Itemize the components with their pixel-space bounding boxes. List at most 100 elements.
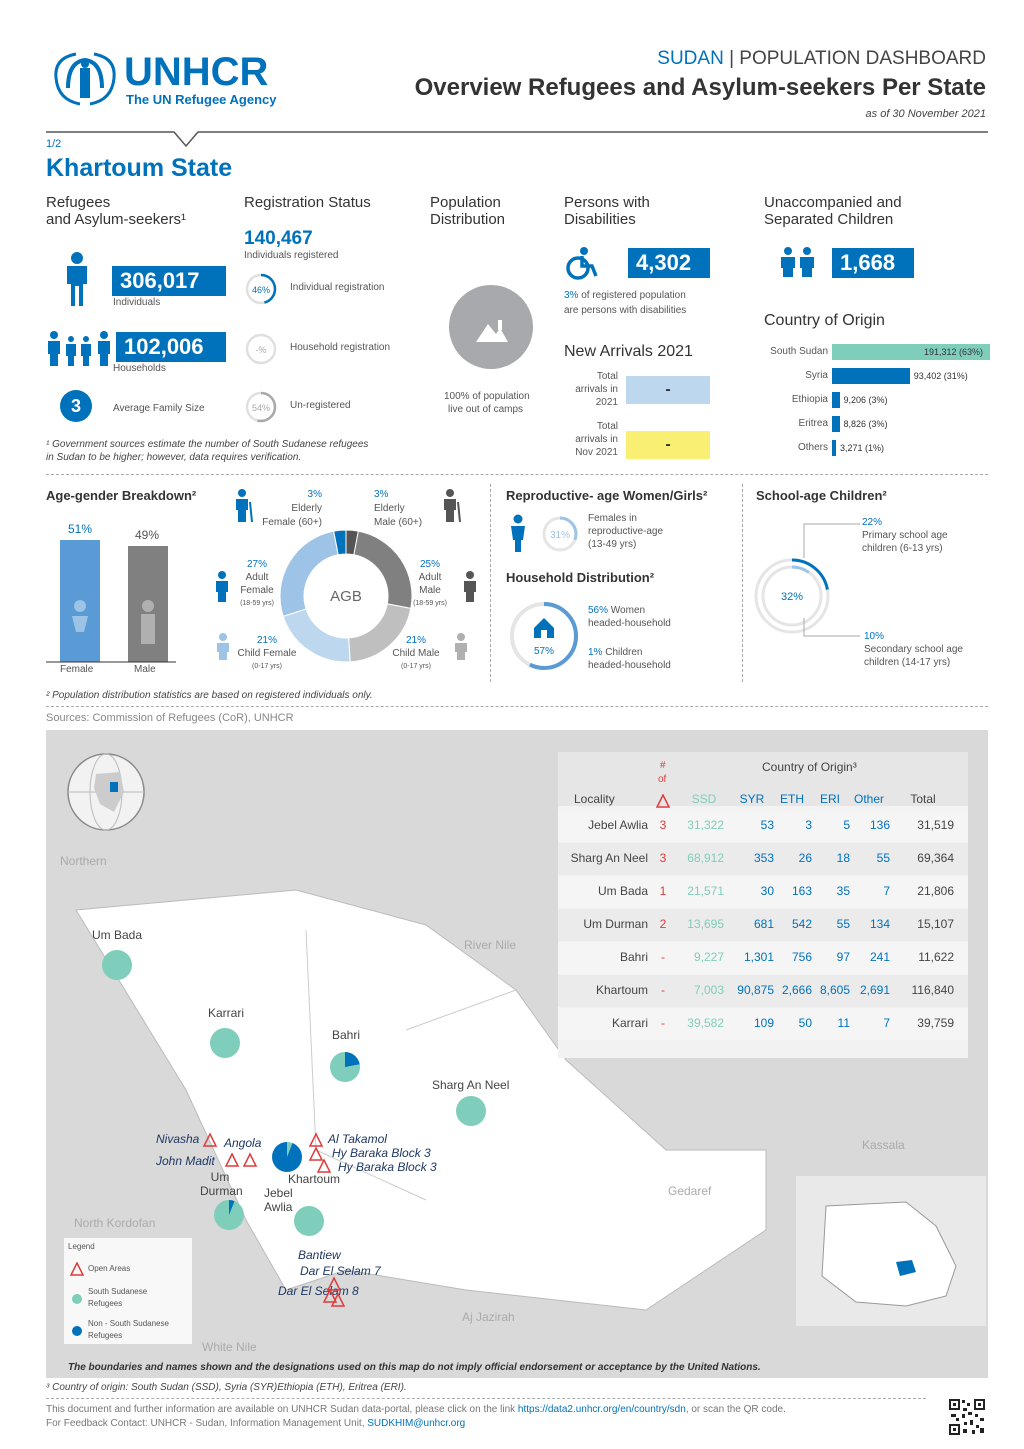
refugees-heading-line1: Refugees <box>46 194 111 211</box>
table-open-area-count: - <box>661 950 665 964</box>
feedback-email-link[interactable]: SUDKHIM@unhcr.org <box>367 1418 466 1429</box>
secondary-line2: children (14-17 yrs) <box>864 657 951 668</box>
reproductive-text-line2: reproductive-age <box>588 526 664 537</box>
table-cell: 7,003 <box>693 983 724 997</box>
reproductive-arc <box>542 516 578 552</box>
data-portal-link[interactable]: https://data2.unhcr.org/en/country/sdn <box>517 1404 686 1415</box>
open-area-al-takamol: Al Takamol <box>328 1132 387 1146</box>
school-center-pct: 32% <box>781 591 803 603</box>
adult-female-pct: 27% <box>246 559 267 570</box>
uasc-heading-line2: Separated Children <box>764 211 894 228</box>
total-arrivals-label-1: Total <box>596 371 618 382</box>
table-col-header: ERI <box>819 792 840 806</box>
origin-footnote: ³ Country of origin: South Sudan (SSD), … <box>46 1382 407 1393</box>
women-headed-line2: headed-household <box>588 618 671 629</box>
children-headed-line2: headed-household <box>588 660 671 671</box>
house-icon <box>534 618 554 638</box>
children-headed-pct: 1% <box>588 647 603 658</box>
origin-heading: Country of Origin <box>764 312 885 329</box>
children-icon <box>781 247 814 277</box>
table-col-header: SYR <box>739 792 765 806</box>
locality-um-durman: Um Durman <box>200 1170 243 1198</box>
table-cell: 116,840 <box>911 983 955 997</box>
registered-value: 140,467 <box>244 228 313 249</box>
household-pct: 57% <box>534 646 554 657</box>
registration-label: Household registration <box>290 342 391 353</box>
dashboard-label: SUDAN | POPULATION DASHBOARD <box>657 48 986 70</box>
secondary-pct: 10% <box>864 631 885 642</box>
region-river-nile: River Nile <box>464 938 517 952</box>
origin-country: Others <box>797 442 828 453</box>
separator: | <box>729 48 735 69</box>
family-size-label: Average Family Size <box>113 403 205 414</box>
registration-pct: -% <box>256 345 267 355</box>
origin-country: Ethiopia <box>791 394 828 405</box>
adult-male-icon <box>464 571 476 602</box>
refugees-footnote: ¹ Government sources estimate the number… <box>46 438 368 464</box>
population-heading: Population Distribution <box>430 194 505 228</box>
table-locality: Um Durman <box>583 917 648 931</box>
nov-arrivals-value: - <box>626 431 710 459</box>
disabilities-heading: Persons with Disabilities <box>564 194 650 228</box>
origin-value: 9,206 (3%) <box>843 395 888 405</box>
table-cell: 26 <box>798 851 812 865</box>
table-cell: 90,875 <box>737 983 774 997</box>
registration-label: Un-registered <box>290 400 351 411</box>
table-col-header: Total <box>910 792 936 806</box>
total-arrivals-label: Total arrivals in 2021 <box>560 370 618 409</box>
table-col-header: SSD <box>691 792 717 806</box>
page-title: Overview Refugees and Asylum-seekers Per… <box>414 74 986 101</box>
sharg-an-neel-marker <box>456 1096 486 1126</box>
adult-female-icon <box>216 571 228 602</box>
map-panel: Northern River Nile Kassala Gedaref Aj J… <box>46 730 988 1378</box>
adult-male-label: 25% Adult Male (18-59 yrs) <box>408 558 452 610</box>
table-row <box>558 810 968 842</box>
primary-arc <box>754 558 830 634</box>
age-gender-footnote: ² Population distribution statistics are… <box>46 690 373 701</box>
table-col-header: Other <box>853 792 884 806</box>
table-cell: 11 <box>837 1016 850 1030</box>
qr-code-icon[interactable] <box>948 1398 986 1436</box>
unhcr-emblem-icon <box>54 52 116 106</box>
uasc-heading-line1: Unaccompanied and <box>764 194 902 211</box>
table-cell: 109 <box>753 1016 774 1030</box>
table-cell: 2,666 <box>781 983 812 997</box>
table-cell: 136 <box>869 818 890 832</box>
table-cell: 7 <box>883 1016 890 1030</box>
female-label: Female <box>60 664 94 675</box>
footer-line1-text: This document and further information ar… <box>46 1404 516 1415</box>
table-cell: 5 <box>843 818 850 832</box>
disabilities-text: 3% of registered population are persons … <box>564 288 686 318</box>
male-label: Male <box>134 664 156 675</box>
table-cell: 542 <box>791 917 812 931</box>
table-row <box>558 975 968 1007</box>
locality-khartoum: Khartoum <box>288 1172 341 1186</box>
table-cell: 7 <box>883 884 890 898</box>
table-locality: Khartoum <box>595 983 648 997</box>
disabilities-heading-line2: Disabilities <box>564 211 636 228</box>
registration-ring: -% <box>245 333 277 365</box>
adult-male-line3: (18-59 yrs) <box>413 600 447 607</box>
secondary-line1: Secondary school age <box>864 644 963 655</box>
total-arrivals-value: - <box>626 376 710 404</box>
non-ssd-legend-icon <box>72 1326 82 1336</box>
table-cell: 69,364 <box>917 851 954 865</box>
table-cell: 35 <box>836 884 850 898</box>
origin-value: 8,826 (3%) <box>843 419 888 429</box>
children-headed-line1: Children <box>605 647 643 658</box>
table-cell: 55 <box>876 851 890 865</box>
table-col-header: ETH <box>780 792 804 806</box>
registration-row: 46% Individual registration <box>244 272 424 306</box>
locality-karrari: Karrari <box>208 1006 245 1020</box>
population-heading-line1: Population <box>430 194 501 211</box>
elderly-female-line1: Elderly <box>291 503 322 514</box>
new-arrivals-heading: New Arrivals 2021 <box>564 343 693 360</box>
registration-ring: 54% <box>245 391 277 423</box>
elderly-male-label: 3% Elderly Male (60+) <box>374 488 422 530</box>
family-size-badge: 3 <box>60 390 92 422</box>
khartoum-marker <box>272 1142 302 1172</box>
population-heading-line2: Distribution <box>430 211 506 228</box>
origin-table: Country of Origin³ Locality # of SSD SYR E… <box>558 752 968 1058</box>
secondary-arc <box>761 565 823 627</box>
open-area-table-icon <box>656 794 670 808</box>
